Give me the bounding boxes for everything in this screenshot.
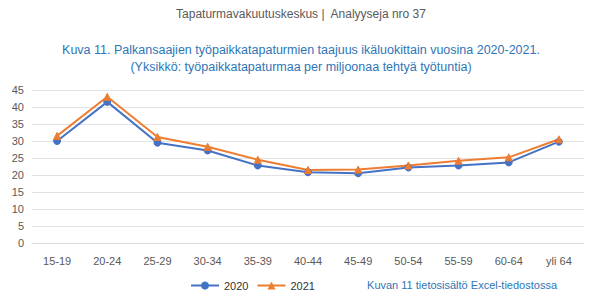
svg-text:10: 10 (12, 203, 24, 215)
svg-text:20: 20 (12, 169, 24, 181)
svg-text:Kuva 11. Palkansaajien työpaik: Kuva 11. Palkansaajien työpaikkatapaturm… (62, 43, 540, 57)
svg-text:25-29: 25-29 (143, 255, 171, 267)
svg-text:35-39: 35-39 (244, 255, 272, 267)
svg-text:45-49: 45-49 (344, 255, 372, 267)
svg-text:60-64: 60-64 (495, 255, 523, 267)
svg-text:25: 25 (12, 152, 24, 164)
svg-text:30-34: 30-34 (194, 255, 222, 267)
svg-text:(Yksikkö: työpaikkatapaturmaa: (Yksikkö: työpaikkatapaturmaa per miljoo… (130, 60, 471, 74)
svg-text:Tapaturmavakuutuskeskus | Ana: Tapaturmavakuutuskeskus | Analyyseja nro… (176, 7, 426, 21)
svg-text:5: 5 (18, 220, 24, 232)
svg-text:40-44: 40-44 (294, 255, 322, 267)
svg-text:2020: 2020 (224, 280, 248, 292)
svg-text:yli 64: yli 64 (546, 255, 572, 267)
svg-text:30: 30 (12, 135, 24, 147)
svg-text:Kuvan 11 tietosisältö Excel-ti: Kuvan 11 tietosisältö Excel-tiedostossa (367, 279, 558, 291)
svg-text:15-19: 15-19 (43, 255, 71, 267)
svg-text:15: 15 (12, 186, 24, 198)
svg-text:55-59: 55-59 (444, 255, 472, 267)
svg-text:35: 35 (12, 118, 24, 130)
svg-text:40: 40 (12, 101, 24, 113)
svg-text:2021: 2021 (290, 280, 314, 292)
svg-text:0: 0 (18, 237, 24, 249)
svg-text:45: 45 (12, 84, 24, 96)
svg-text:20-24: 20-24 (93, 255, 121, 267)
svg-text:50-54: 50-54 (394, 255, 422, 267)
